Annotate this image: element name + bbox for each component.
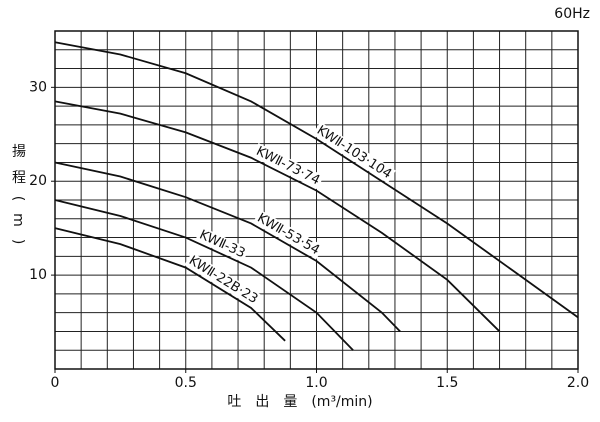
data-line (54, 227, 286, 342)
label-background (312, 121, 396, 184)
label-background (252, 209, 324, 260)
x-tick-label: 1.0 (305, 375, 327, 391)
x-tick-label: 1.5 (436, 375, 458, 391)
series-label-group: KWⅡ-103·104 (312, 121, 396, 184)
series-label-group: KWⅡ-22B·23 (184, 252, 263, 309)
series-label-group: KWⅡ-53·54 (252, 209, 324, 260)
data-line (54, 100, 501, 333)
x-axis-label: 吐 出 量 (m³/min) (227, 394, 372, 410)
label-background (184, 252, 263, 309)
series-label-group: KWⅡ-73·74 (251, 142, 324, 190)
data-line (54, 161, 401, 333)
y-tick-label: 10 (29, 267, 47, 283)
y-axis-label: 揚程(m) (10, 143, 26, 256)
series-label: KWⅡ-103·104 (314, 123, 394, 182)
data-line (54, 41, 579, 319)
y-tick-label: 20 (29, 173, 47, 189)
x-tick-label: 0.5 (175, 375, 197, 391)
data-line (54, 199, 354, 351)
y-tick-label: 30 (29, 79, 47, 95)
label-background (251, 142, 324, 190)
chart-title: 60Hz (554, 6, 590, 22)
series-label-group: KWⅡ-33 (195, 226, 250, 263)
x-tick-label: 2.0 (567, 375, 589, 391)
series-label: KWⅡ-22B·23 (186, 253, 260, 307)
x-tick-label: 0 (51, 375, 60, 391)
label-background (195, 226, 250, 263)
